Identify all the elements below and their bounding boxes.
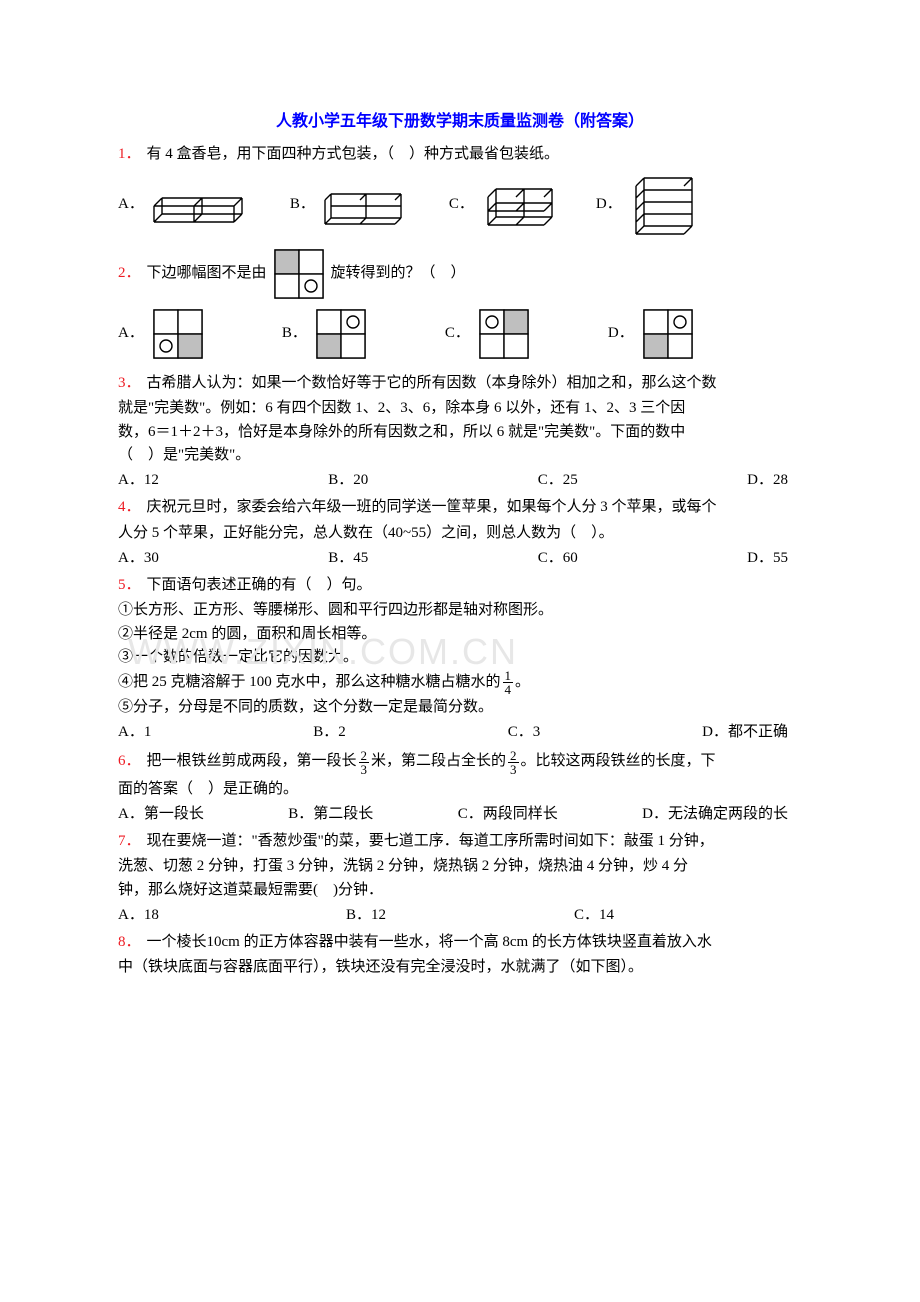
question-6: 6． 把一根铁丝剪成两段，第一段长 23 米，第二段占全长的 23 。比较这两段… [118, 749, 802, 776]
q3-line4: （ ）是"完美数"。 [118, 444, 802, 467]
q3-opt-d: D．28 [747, 469, 788, 492]
q5-opt-c: C．3 [508, 721, 541, 744]
question-2: 2． 下边哪幅图不是由 旋转得到的？（ ） [118, 248, 802, 300]
q2-text-post: 旋转得到的？（ ） [331, 262, 466, 285]
q4-opt-c: C．60 [538, 547, 578, 570]
q6-number: 6． [118, 750, 141, 773]
q4-line2: 人分 5 个苹果，正好能分完，总人数在（40~55）之间，则总人数为（ ）。 [118, 522, 802, 545]
opt-label: B． [282, 322, 307, 345]
q2-opt-a: A． [118, 308, 204, 360]
opt-label: C． [445, 322, 470, 345]
q2-opt-c: C． [445, 308, 530, 360]
q4-number: 4． [118, 496, 141, 519]
q7-opt-b: B．12 [346, 904, 574, 927]
q7-number: 7． [118, 830, 141, 853]
opt-label: B． [290, 193, 315, 216]
fraction-icon: 23 [359, 749, 370, 776]
question-1: 1． 有 4 盒香皂，用下面四种方式包装，（ ）种方式最省包装纸。 [118, 143, 802, 166]
q2-text-pre: 下边哪幅图不是由 [147, 262, 267, 285]
q5-options: A．1 B．2 C．3 D．都不正确 [118, 721, 788, 744]
rotate-base-icon [273, 248, 325, 300]
q7-options: A．18 B．12 C．14 [118, 904, 802, 927]
q6-pre: 把一根铁丝剪成两段，第一段长 [147, 750, 357, 773]
q5-s5: ⑤分子，分母是不同的质数，这个分数一定是最简分数。 [118, 696, 802, 719]
opt-label: D． [608, 322, 634, 345]
q1-number: 1． [118, 143, 141, 166]
q3-line2: 就是"完美数"。例如：6 有四个因数 1、2、3、6，除本身 6 以外，还有 1… [118, 397, 802, 420]
q8-line2: 中（铁块底面与容器底面平行），铁块还没有完全浸没时，水就满了（如下图）。 [118, 956, 802, 979]
q1-opt-b: B． [290, 184, 411, 226]
q5-s2: ②半径是 2cm 的圆，面积和周长相等。 [118, 623, 802, 646]
box-layout-a-icon [152, 186, 252, 224]
q2-opt-d: D． [608, 308, 694, 360]
rotate-d-icon [642, 308, 694, 360]
q6-opt-c: C．两段同样长 [458, 803, 558, 826]
page-title: 人教小学五年级下册数学期末质量监测卷（附答案） [118, 110, 802, 135]
q5-opt-a: A．1 [118, 721, 151, 744]
q4-options: A．30 B．45 C．60 D．55 [118, 547, 788, 570]
q4-line1: 庆祝元旦时，家委会给六年级一班的同学送一筐苹果，如果每个人分 3 个苹果，或每个 [147, 496, 717, 519]
q5-opt-b: B．2 [313, 721, 346, 744]
q2-opt-b: B． [282, 308, 367, 360]
q5-s3: ③一个数的倍数一定比它的因数大。 [118, 646, 802, 669]
q5-opt-d: D．都不正确 [702, 721, 788, 744]
q3-opt-a: A．12 [118, 469, 159, 492]
q6-line2: 面的答案（ ）是正确的。 [118, 778, 802, 801]
question-8: 8． 一个棱长10cm 的正方体容器中装有一些水，将一个高 8cm 的长方体铁块… [118, 931, 802, 954]
q4-opt-b: B．45 [328, 547, 368, 570]
q8-number: 8． [118, 931, 141, 954]
q3-opt-b: B．20 [328, 469, 368, 492]
box-layout-c-icon [482, 183, 558, 227]
q5-s4: ④把 25 克糖溶解于 100 克水中，那么这种糖水糖占糖水的14。 [118, 669, 802, 696]
q4-opt-a: A．30 [118, 547, 159, 570]
question-4: 4． 庆祝元旦时，家委会给六年级一班的同学送一筐苹果，如果每个人分 3 个苹果，… [118, 496, 802, 519]
q2-number: 2． [118, 262, 141, 285]
q1-text: 有 4 盒香皂，用下面四种方式包装，（ ）种方式最省包装纸。 [147, 143, 560, 166]
question-7: 7． 现在要烧一道："香葱炒蛋"的菜，要七道工序．每道工序所需时间如下：敲蛋 1… [118, 830, 802, 853]
q5-s4a: ④把 25 克糖溶解于 100 克水中，那么这种糖水糖占糖水的 [118, 674, 501, 690]
q4-opt-d: D．55 [747, 547, 788, 570]
q3-line3: 数，6＝1＋2＋3，恰好是本身除外的所有因数之和，所以 6 就是"完美数"。下面… [118, 421, 802, 444]
q1-opt-a: A． [118, 186, 252, 224]
q3-opt-c: C．25 [538, 469, 578, 492]
q7-line2: 洗葱、切葱 2 分钟，打蛋 3 分钟，洗锅 2 分钟，烧热锅 2 分钟，烧热油 … [118, 855, 802, 878]
box-layout-d-icon [630, 174, 698, 236]
opt-label: A． [118, 193, 144, 216]
q5-s4b: 。 [515, 674, 530, 690]
q6-options: A．第一段长 B．第二段长 C．两段同样长 D．无法确定两段的长 [118, 803, 788, 826]
q3-line1: 古希腊人认为：如果一个数恰好等于它的所有因数（本身除外）相加之和，那么这个数 [147, 372, 717, 395]
q3-number: 3． [118, 372, 141, 395]
question-5: 5． 下面语句表述正确的有（ ）句。 [118, 574, 802, 597]
q7-opt-c: C．14 [574, 904, 802, 927]
q1-opt-c: C． [449, 183, 558, 227]
q8-line1: 一个棱长10cm 的正方体容器中装有一些水，将一个高 8cm 的长方体铁块竖直着… [147, 931, 712, 954]
opt-label: D． [596, 193, 622, 216]
q2-options: A． B． [118, 308, 802, 360]
opt-label: C． [449, 193, 474, 216]
fraction-icon: 23 [508, 749, 519, 776]
rotate-a-icon [152, 308, 204, 360]
q5-s1: ①长方形、正方形、等腰梯形、圆和平行四边形都是轴对称图形。 [118, 599, 802, 622]
q5-text: 下面语句表述正确的有（ ）句。 [147, 574, 372, 597]
q6-mid: 米，第二段占全长的 [371, 750, 506, 773]
rotate-c-icon [478, 308, 530, 360]
rotate-b-icon [315, 308, 367, 360]
q7-line3: 钟，那么烧好这道菜最短需要( )分钟． [118, 879, 802, 902]
fraction-icon: 14 [503, 669, 514, 696]
q3-options: A．12 B．20 C．25 D．28 [118, 469, 788, 492]
box-layout-b-icon [323, 184, 411, 226]
q5-number: 5． [118, 574, 141, 597]
q6-opt-a: A．第一段长 [118, 803, 204, 826]
q7-line1: 现在要烧一道："香葱炒蛋"的菜，要七道工序．每道工序所需时间如下：敲蛋 1 分钟… [147, 830, 714, 853]
question-3: 3． 古希腊人认为：如果一个数恰好等于它的所有因数（本身除外）相加之和，那么这个… [118, 372, 802, 395]
q1-opt-d: D． [596, 174, 698, 236]
q6-post: 。比较这两段铁丝的长度，下 [521, 750, 716, 773]
q6-opt-d: D．无法确定两段的长 [642, 803, 788, 826]
opt-label: A． [118, 322, 144, 345]
q1-options: A． B． C． D． [118, 174, 802, 236]
q6-opt-b: B．第二段长 [288, 803, 373, 826]
q7-opt-a: A．18 [118, 904, 346, 927]
